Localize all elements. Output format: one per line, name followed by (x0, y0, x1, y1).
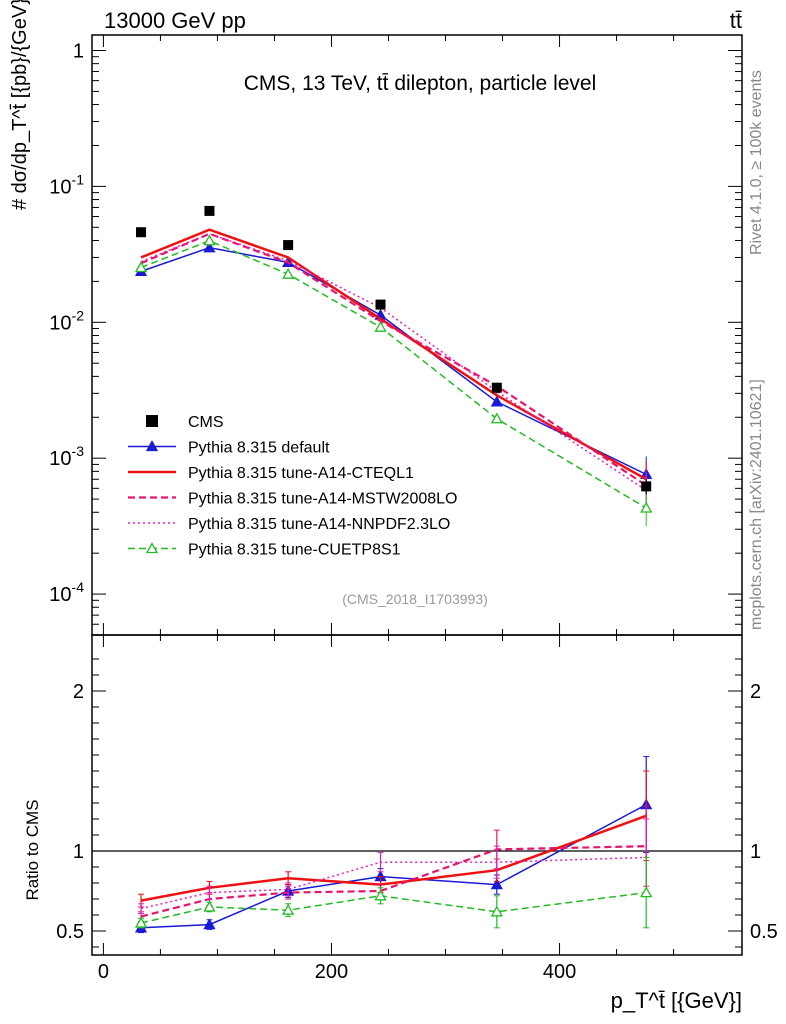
series-marker (490, 395, 503, 407)
series-marker (374, 320, 387, 332)
ratio-line (141, 803, 647, 929)
ratio-marker (203, 900, 216, 912)
series-marker (640, 501, 653, 513)
y-tick-label: 10-4 (49, 579, 84, 606)
series-marker (134, 261, 148, 273)
ratio-line (140, 845, 647, 918)
ratio-marker (490, 905, 503, 917)
series-marker (490, 412, 503, 424)
ratio-marker (282, 903, 295, 915)
data-point (136, 227, 147, 238)
legend-label: Pythia 8.315 tune-A14-NNPDF2.3LO (188, 516, 450, 533)
ratio-plot (92, 756, 742, 934)
x-axis-label: p_T^t̄ [{GeV}] (611, 988, 742, 1013)
y-tick-label: 10-1 (49, 171, 84, 198)
series-marker (203, 234, 216, 246)
series-line (140, 232, 647, 491)
ratio-marker (203, 918, 216, 930)
data-point (491, 382, 502, 393)
ratio-tick-label: 1 (73, 841, 84, 863)
rivet-version-text: Rivet 4.1.0, ≥ 100k events (748, 70, 765, 255)
axis-ticks: 0 200 400 1 10-1 10-2 10-3 10-4 0.5 0.5 1 1 2 2 (49, 35, 778, 983)
ratio-panel-frame (91, 634, 743, 956)
ratio-marker (134, 916, 148, 928)
ratio-line (140, 891, 647, 924)
ratio-line (140, 814, 647, 902)
legend-marker (145, 542, 159, 554)
ratio-axis-label: Ratio to CMS (23, 799, 42, 900)
series-marker (282, 267, 295, 279)
series-line (140, 228, 647, 481)
y-tick-label: 1 (73, 40, 84, 62)
legend-label: Pythia 8.315 default (188, 440, 330, 457)
legend-marker (145, 440, 159, 452)
x-tick-label: 0 (98, 961, 109, 983)
ratio-marker (640, 886, 653, 898)
legend-label: Pythia 8.315 tune-A14-MSTW2008LO (188, 491, 457, 508)
data-point (283, 240, 294, 251)
ratio-tick-label-right: 2 (750, 681, 761, 703)
ratio-line (140, 856, 647, 910)
x-tick-label: 400 (543, 961, 576, 983)
legend-label: Pythia 8.315 tune-CUETP8S1 (188, 542, 401, 559)
ratio-marker (490, 878, 503, 890)
ratio-tick-label: 2 (73, 681, 84, 703)
y-tick-label: 10-3 (49, 443, 84, 470)
energy-label: 13000 GeV pp (104, 8, 246, 33)
main-plot (134, 205, 653, 527)
legend-label-data: CMS (188, 414, 224, 431)
legend: CMS Pythia 8.315 default Pythia 8.315 tune… (128, 414, 457, 559)
series-marker (203, 241, 216, 253)
x-tick-label: 200 (315, 961, 348, 983)
data-point (204, 205, 215, 216)
ratio-tick-label-right: 0.5 (750, 921, 778, 943)
ratio-marker (374, 889, 387, 901)
ratio-tick-label: 0.5 (56, 921, 84, 943)
analysis-id: (CMS_2018_I1703993) (342, 591, 488, 607)
process-label: tt̄ (730, 8, 742, 33)
legend-label: Pythia 8.315 tune-A14-CTEQL1 (188, 465, 414, 482)
series-line (140, 232, 647, 487)
chart-title: CMS, 13 TeV, tt̄ dilepton, particle leve… (244, 72, 597, 95)
ratio-tick-label-right: 1 (750, 841, 761, 863)
legend-marker-data (146, 415, 158, 427)
source-text: mcplots.cern.ch [arXiv:2401.10621] (748, 379, 765, 630)
y-axis-label: # dσ/dp_T^t̄ [{pb}/{GeV}] (9, 0, 31, 210)
data-point (375, 299, 386, 310)
y-tick-label: 10-2 (49, 307, 84, 334)
data-point (641, 481, 652, 492)
series-line (140, 239, 647, 509)
